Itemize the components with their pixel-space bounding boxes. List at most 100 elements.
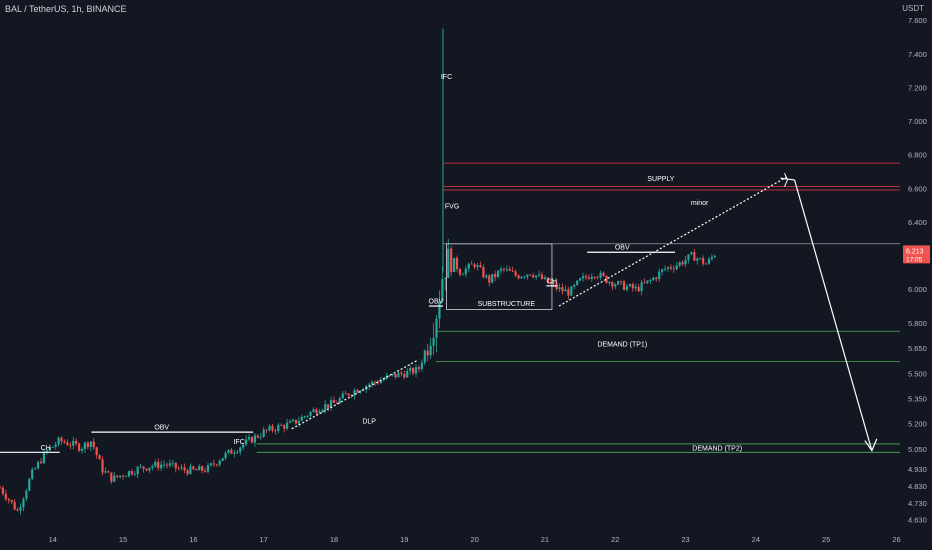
candle-body — [4, 493, 7, 500]
x-tick-label: 16 — [189, 535, 197, 544]
candle-body — [107, 471, 110, 473]
candle-body — [631, 284, 634, 289]
candle-body — [265, 429, 268, 431]
candle-body — [277, 424, 280, 432]
candle-body — [54, 444, 57, 447]
y-tick-label: 5.050 — [908, 445, 927, 454]
candle-body — [86, 442, 89, 447]
candle-body — [160, 464, 163, 469]
candle-body — [268, 426, 271, 431]
candle-body — [417, 367, 421, 369]
candle-body — [212, 463, 215, 465]
candle-body — [406, 370, 409, 378]
candle-body — [702, 257, 705, 264]
demand-tp1-label: DEMAND (TP1) — [597, 341, 647, 348]
candle-body — [63, 441, 66, 443]
candle-body — [303, 416, 306, 418]
candle-body — [450, 248, 453, 273]
candle-body — [247, 437, 251, 440]
candle-body — [162, 464, 166, 466]
candle-body — [482, 267, 485, 278]
candle-body — [136, 466, 139, 475]
candle-body — [48, 447, 51, 451]
candle-body — [69, 445, 72, 447]
x-tick-label: 19 — [400, 535, 408, 544]
candle-body — [256, 435, 259, 438]
candle-body — [353, 390, 356, 396]
candle-body — [453, 257, 456, 273]
candle-body — [640, 282, 643, 292]
candle-body — [502, 268, 506, 270]
x-tick-label: 25 — [822, 535, 830, 544]
candle-body — [165, 464, 169, 466]
y-tick-label: 4.930 — [908, 465, 927, 474]
candle-body — [39, 461, 43, 464]
candle-body — [221, 458, 224, 461]
candle-body — [455, 257, 459, 270]
candle-body — [435, 318, 438, 338]
candle-body — [672, 268, 675, 270]
candle-body — [157, 461, 160, 469]
candle-body — [546, 277, 549, 283]
candle-body — [646, 280, 649, 283]
candle-body — [584, 276, 588, 278]
candle-body — [535, 275, 538, 278]
candle-body — [0, 487, 2, 489]
candle-body — [596, 276, 599, 278]
candle-body — [145, 468, 148, 471]
candle-body — [127, 471, 131, 477]
y-tick-label: 7.600 — [908, 16, 927, 25]
candle-body — [643, 282, 646, 284]
candle-body — [28, 478, 31, 491]
candle-body — [116, 475, 119, 478]
candle-body — [652, 277, 655, 281]
candle-body — [388, 374, 391, 376]
candle-body — [80, 448, 84, 451]
candle-body — [593, 276, 596, 278]
demand-tp2-label: DEMAND (TP2) — [692, 446, 742, 453]
candle-body — [195, 469, 198, 471]
candle-body — [444, 277, 447, 280]
candle-body — [271, 426, 274, 431]
candle-body — [499, 268, 503, 271]
candle-body — [423, 350, 426, 363]
candle-body — [532, 275, 535, 278]
candle-body — [206, 465, 210, 472]
candle-body — [461, 274, 464, 276]
y-tick-label: 6.600 — [908, 184, 927, 193]
candle-body — [224, 452, 227, 459]
candle-body — [420, 362, 423, 369]
fvg-label: FVG — [445, 204, 459, 211]
price-badge — [903, 245, 930, 264]
ifc-label-1: IFC — [233, 439, 244, 446]
candle-body — [520, 276, 523, 279]
candle-body — [590, 276, 593, 279]
dlp-dotted-line — [291, 359, 419, 430]
candle-body — [45, 450, 48, 452]
candle-body — [359, 390, 362, 393]
candle-body — [494, 274, 497, 277]
candle-body — [98, 455, 101, 460]
candle-body — [619, 281, 623, 283]
candle-body — [192, 466, 195, 470]
candle-body — [329, 400, 333, 408]
candle-body — [622, 281, 626, 290]
candle-body — [561, 287, 564, 292]
candle-body — [300, 416, 303, 421]
candle-body — [488, 275, 491, 283]
candle-body — [283, 425, 286, 429]
symbol-header: BAL / TetherUS, 1h, BINANCE — [5, 4, 127, 14]
candle-body — [347, 393, 350, 396]
candle-body — [696, 258, 699, 261]
candle-body — [429, 345, 432, 356]
overlays-layer: SUPPLY DEMAND (TP1) DEMAND (TP2) SUBSTRUCTU… — [0, 74, 900, 453]
candle-body — [250, 437, 254, 443]
candle-body — [693, 252, 696, 261]
substructure-label: SUBSTRUCTURE — [477, 301, 535, 308]
candle-body — [183, 467, 186, 471]
candle-body — [25, 490, 28, 499]
candle-body — [34, 468, 37, 470]
price-unit-label: USDT — [902, 4, 924, 13]
candle-body — [400, 372, 403, 375]
